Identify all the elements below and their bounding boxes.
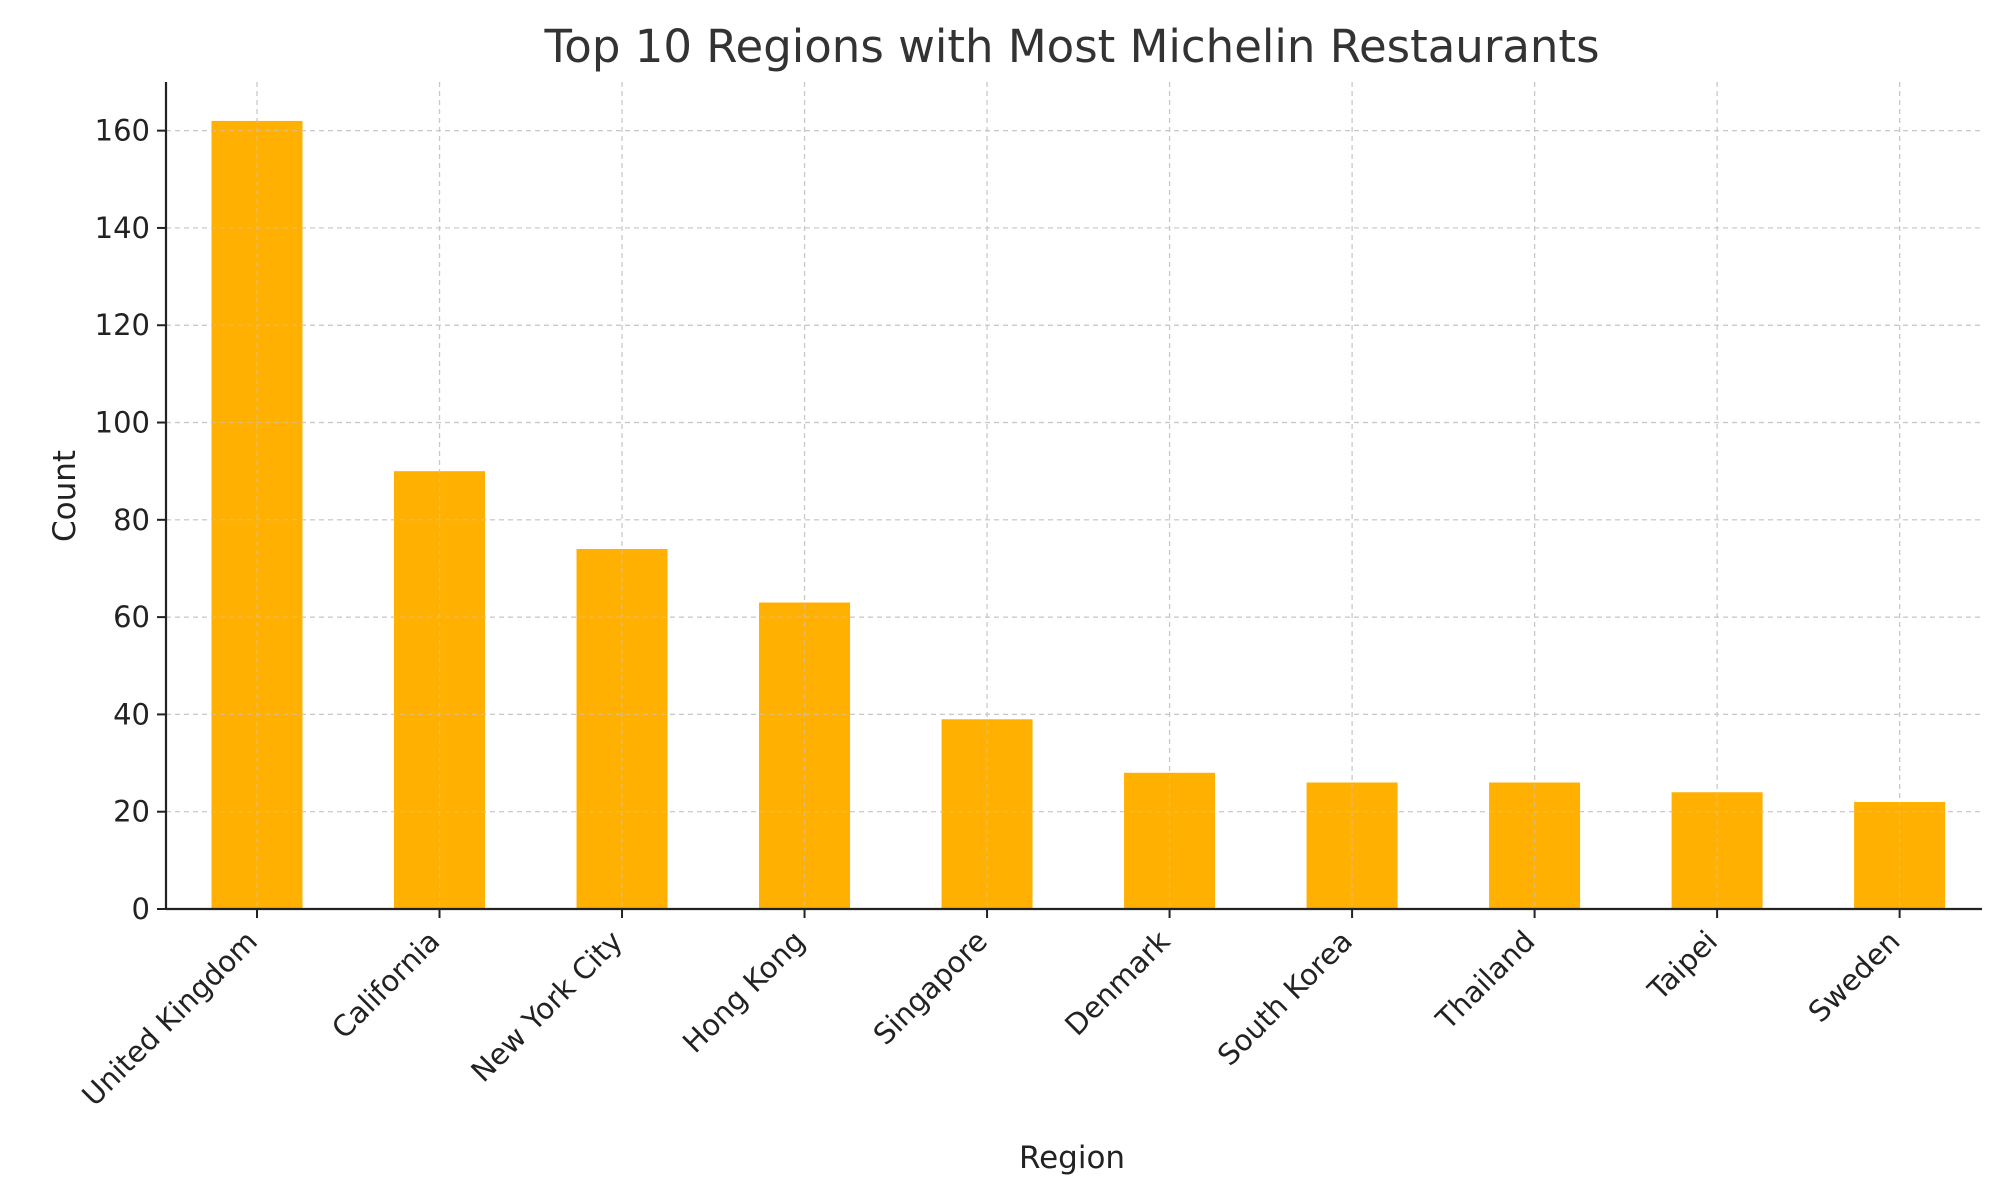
y-tick-label: 100	[95, 406, 150, 440]
y-tick-label: 80	[113, 503, 150, 537]
x-tick-label: Thailand	[1429, 924, 1542, 1037]
x-tick-label: Taipei	[1641, 924, 1724, 1007]
x-tick-label: California	[325, 924, 446, 1045]
x-tick-label: Denmark	[1058, 924, 1176, 1042]
y-tick-label: 20	[113, 795, 150, 829]
bar	[759, 602, 851, 909]
y-axis-title: Count	[47, 450, 83, 542]
bar	[1854, 801, 1946, 909]
bar	[576, 549, 668, 909]
x-tick-label: South Korea	[1211, 924, 1359, 1072]
x-axis-title: Region	[1019, 1140, 1125, 1176]
x-tick-label: Singapore	[866, 924, 994, 1052]
x-tick-label: Sweden	[1801, 924, 1906, 1029]
tick-labels: 0 20 40 60 80 100 120 140 160 United Kingdom Calif…	[75, 114, 1906, 1113]
y-tick-label: 60	[113, 600, 150, 634]
y-tick-label: 140	[95, 211, 150, 245]
y-tick-label: 160	[95, 114, 150, 148]
y-tick-label: 0	[132, 892, 150, 926]
x-tick-label: New York City	[464, 924, 629, 1089]
chart-title: Top 10 Regions with Most Michelin Restau…	[543, 20, 1599, 73]
x-tick-label: United Kingdom	[75, 924, 264, 1113]
axes	[157, 82, 1982, 918]
bars	[211, 120, 1946, 909]
bar	[1306, 782, 1398, 909]
bar	[1489, 782, 1581, 909]
y-tick-label: 40	[113, 697, 150, 731]
x-tick-label: Hong Kong	[676, 924, 812, 1060]
y-tick-label: 120	[95, 308, 150, 342]
